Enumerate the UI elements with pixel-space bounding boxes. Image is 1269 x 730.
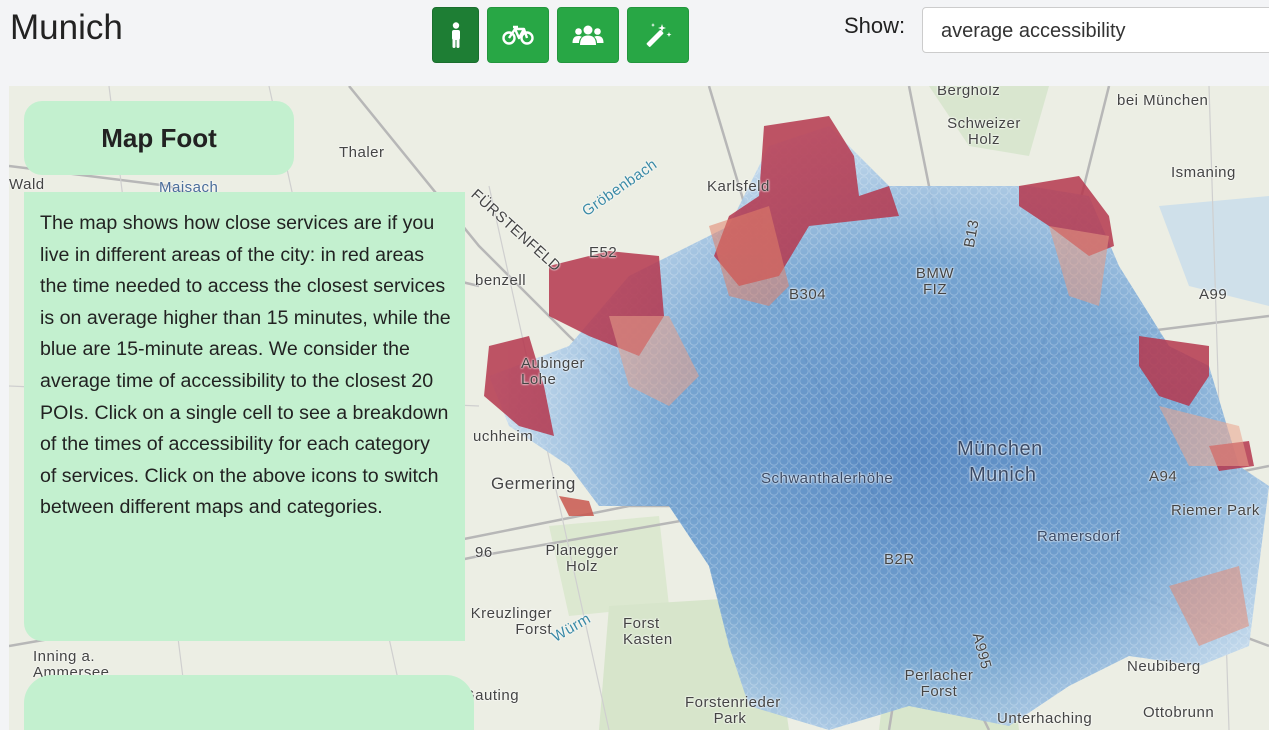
map-label-forst-kasten: Forst Kasten bbox=[623, 615, 673, 648]
walk-mode-button[interactable] bbox=[432, 7, 479, 63]
map-label-aubinger-lohe: Aubinger Lohe bbox=[521, 355, 586, 388]
map-label-bergholz: Bergholz bbox=[937, 86, 1001, 99]
map-label-planegger-holz: Planegger Holz bbox=[545, 542, 619, 575]
map-label-benzell: benzell bbox=[475, 272, 527, 289]
map-label-forstenrieder-park: Forstenrieder Park bbox=[685, 694, 781, 727]
map-label-auzlinger-forst: Kreuzlinger Forst bbox=[472, 606, 552, 638]
bicycle-icon bbox=[502, 25, 534, 45]
map-label-b304: B304 bbox=[789, 286, 827, 303]
magic-wand-icon bbox=[646, 23, 672, 47]
map-label-bei-munchen: bei München bbox=[1117, 92, 1209, 109]
map-label-munchen: München bbox=[957, 438, 1043, 460]
map-label-wald: Wald bbox=[9, 176, 45, 193]
map-label-a99: A99 bbox=[1199, 286, 1228, 303]
map-label-maisach: Maisach bbox=[159, 179, 219, 196]
panel-bottom-card bbox=[24, 675, 474, 730]
map-label-karlsfeld: Karlsfeld bbox=[707, 178, 770, 195]
magic-mode-button[interactable] bbox=[627, 7, 689, 63]
bike-mode-button[interactable] bbox=[487, 7, 549, 63]
map-label-thaler: Thaler bbox=[339, 144, 385, 161]
map-label-e52: E52 bbox=[589, 244, 618, 261]
map-label-ramersdorf: Ramersdorf bbox=[1037, 528, 1121, 545]
panel-title: Map Foot bbox=[24, 101, 294, 175]
groups-mode-button[interactable] bbox=[557, 7, 619, 63]
map-label-ismaning: Ismaning bbox=[1171, 164, 1236, 181]
panel-description: The map shows how close services are if … bbox=[24, 192, 465, 641]
users-icon bbox=[572, 25, 604, 45]
map-label-neubiberg: Neubiberg bbox=[1127, 658, 1201, 675]
map-label-a96: 96 bbox=[475, 544, 493, 561]
map-label-munich: Munich bbox=[969, 464, 1037, 486]
map-label-perlacher-forst: Perlacher Forst bbox=[904, 667, 974, 700]
mode-buttons bbox=[432, 7, 689, 63]
show-select[interactable]: average accessibility bbox=[922, 7, 1269, 53]
city-title: Munich bbox=[10, 8, 123, 47]
map-label-bmw-fiz: BMW FIZ bbox=[915, 265, 955, 298]
map-label-a94: A94 bbox=[1149, 468, 1178, 485]
map-label-b2r: B2R bbox=[884, 551, 915, 568]
map-label-uchheim: uchheim bbox=[473, 428, 534, 445]
map-label-ottobrunn: Ottobrunn bbox=[1143, 704, 1215, 721]
map-label-schweizer-holz: Schweizer Holz bbox=[947, 115, 1021, 148]
map-label-riemer-park: Riemer Park bbox=[1171, 502, 1260, 519]
show-label: Show: bbox=[844, 13, 906, 38]
person-walking-icon bbox=[451, 22, 460, 48]
map-label-schwanthalerhohe: Schwanthalerhöhe bbox=[761, 470, 894, 487]
map-label-germering: Germering bbox=[491, 474, 576, 493]
map-label-gauting: Gauting bbox=[463, 687, 520, 704]
map-label-unterhaching: Unterhaching bbox=[997, 710, 1093, 727]
